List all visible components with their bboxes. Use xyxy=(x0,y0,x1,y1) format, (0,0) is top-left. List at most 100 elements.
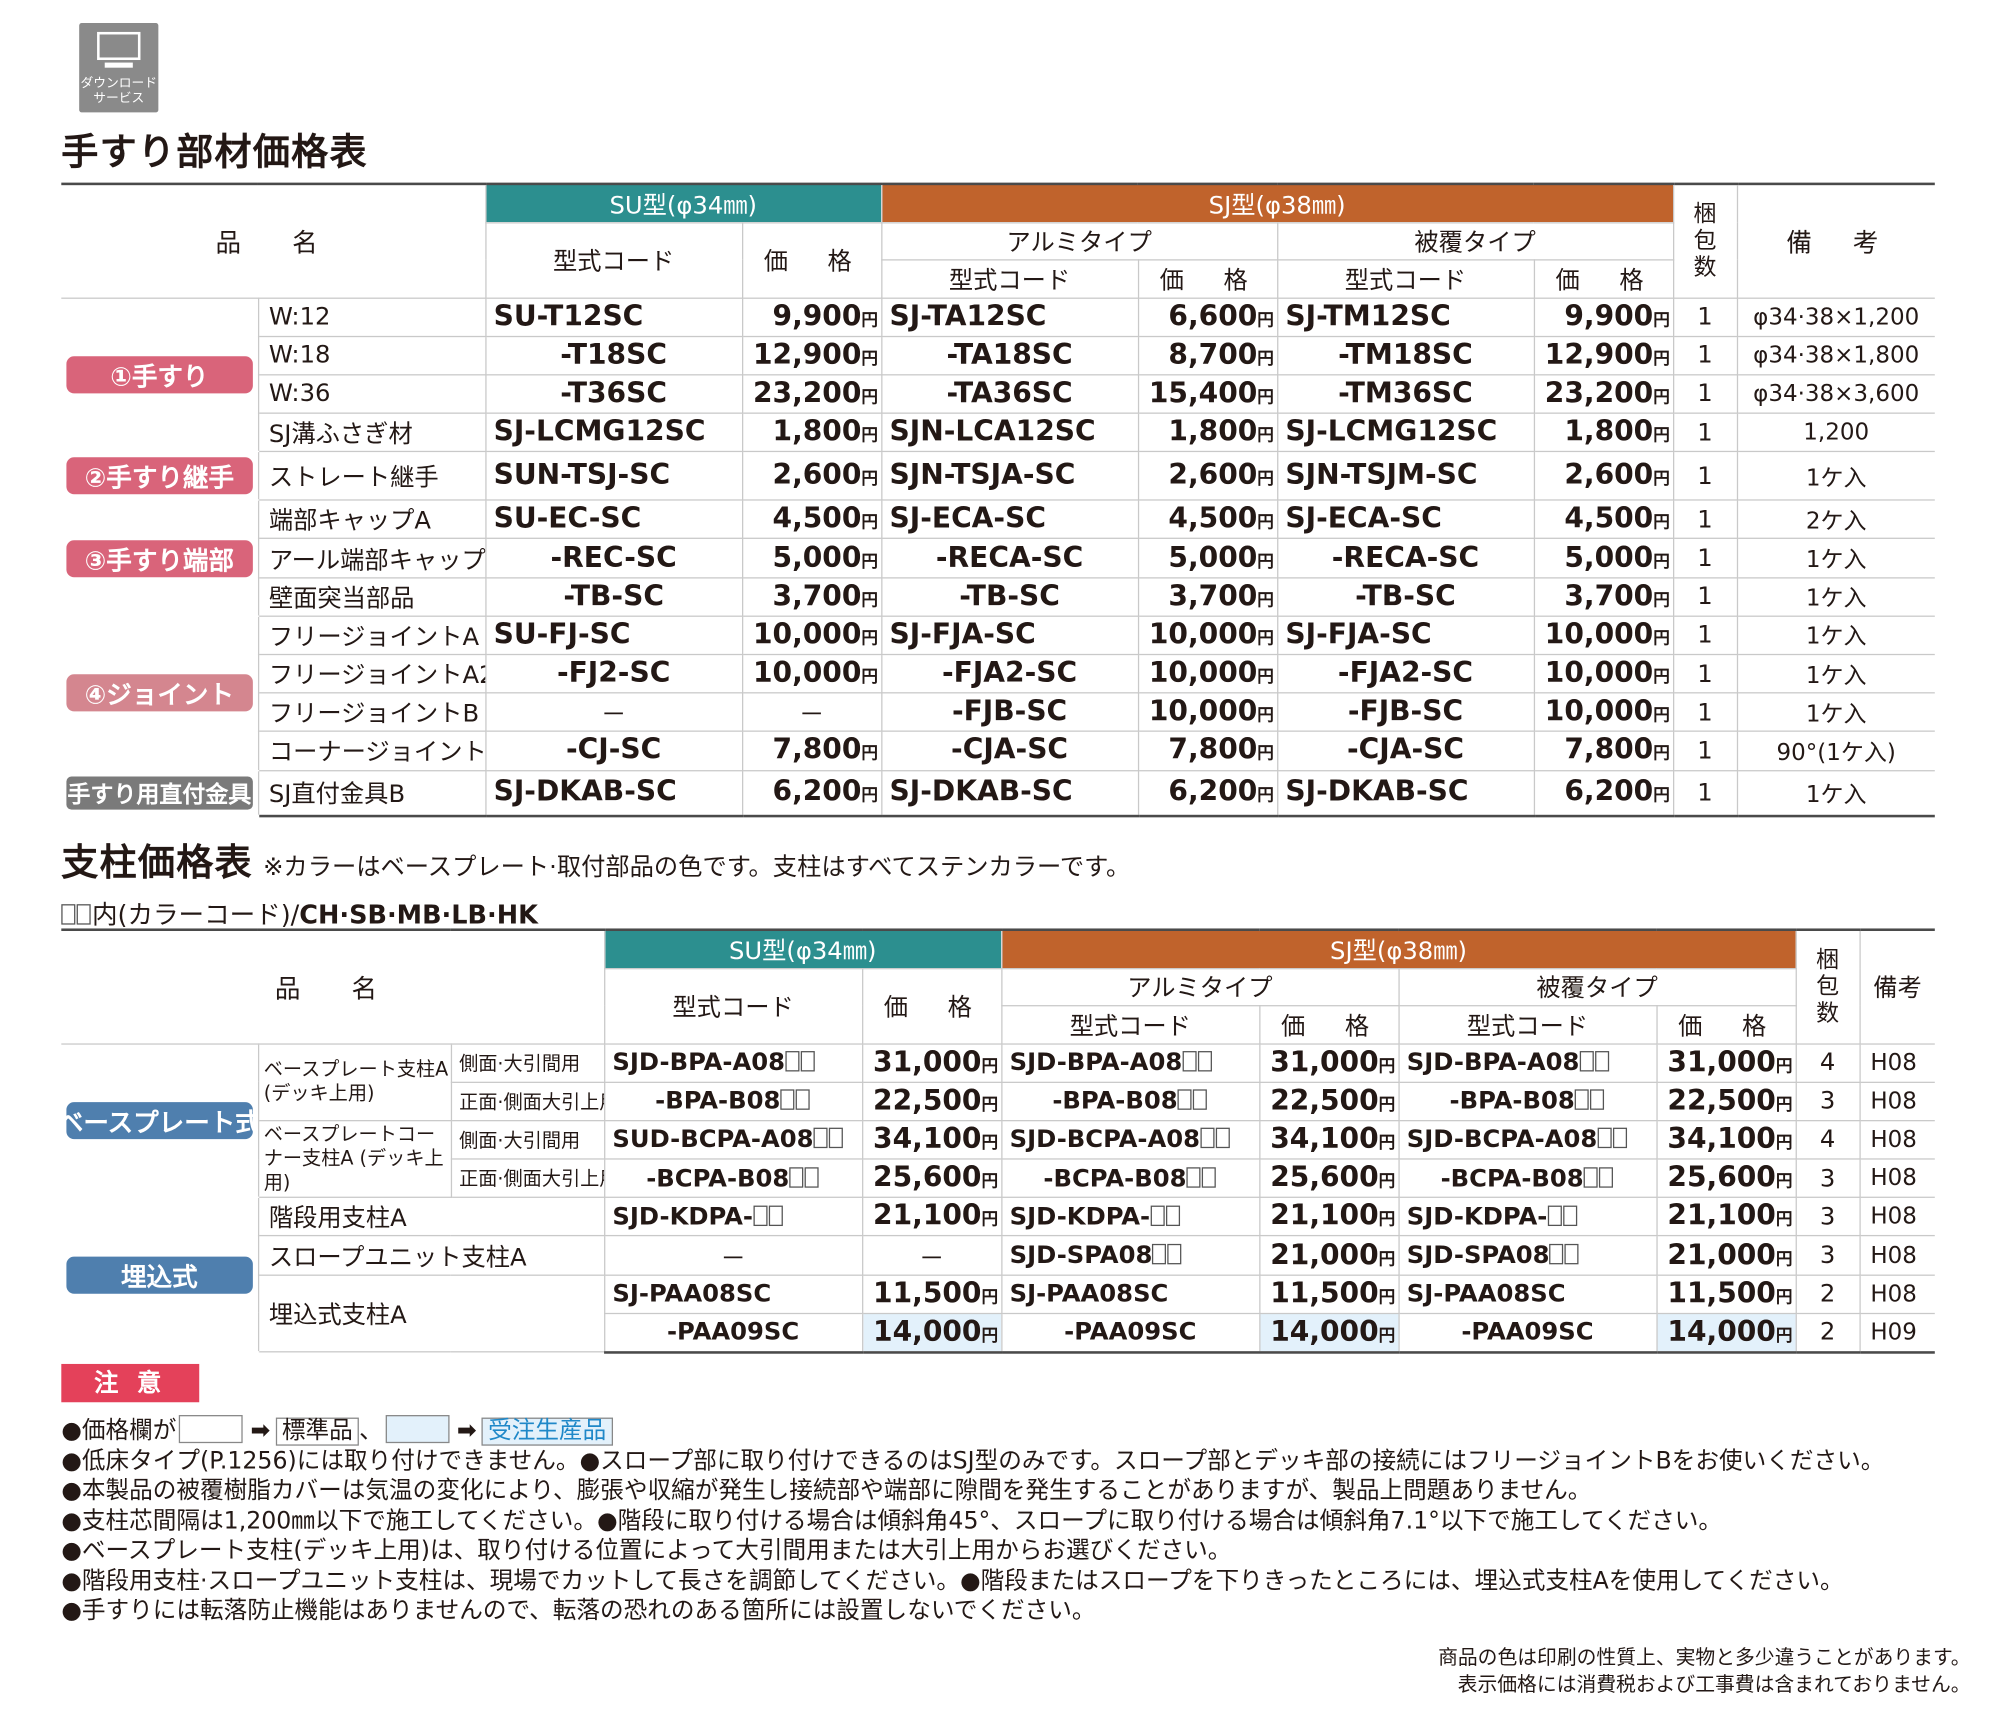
yen-unit: 円 xyxy=(1653,590,1670,611)
post-header-su-price: 価 格 xyxy=(861,967,1002,1045)
item-name: ベースプレート支柱A (デッキ上用) xyxy=(257,1042,452,1122)
price-value: 22,500 xyxy=(1270,1085,1379,1118)
post-header-hf-code: 型式コード xyxy=(1397,1004,1658,1045)
price-value: 34,100 xyxy=(1270,1123,1379,1156)
item-name: W:18 xyxy=(257,335,486,376)
item-name: コーナージョイントA xyxy=(257,730,486,771)
model-code: -FJ2-SC xyxy=(484,653,743,694)
yen-unit: 円 xyxy=(1775,1172,1793,1192)
yen-unit: 円 xyxy=(981,1288,999,1308)
category-cell: ①手すり xyxy=(61,296,259,453)
model-code: SJ-ECA-SC xyxy=(880,499,1139,540)
model-code: -CJA-SC xyxy=(880,730,1139,771)
price-value: 9,900 xyxy=(772,300,862,333)
remarks: 1ケ入 xyxy=(1736,538,1935,579)
pack-count: 1 xyxy=(1672,769,1738,817)
model-code-text: -BPA-B08 xyxy=(655,1087,781,1116)
pack-count: 2 xyxy=(1795,1312,1861,1354)
remarks: H08 xyxy=(1858,1042,1935,1083)
color-box-icon xyxy=(785,1051,800,1072)
color-box-icon xyxy=(800,1051,815,1072)
price-value: 15,400 xyxy=(1148,377,1258,410)
price: 3,700円 xyxy=(1533,576,1674,617)
model-code: SJD-BPA-A08 xyxy=(1000,1042,1260,1083)
model-code: SJ-DKAB-SC xyxy=(484,769,743,817)
price: 12,900円 xyxy=(1533,335,1674,376)
model-code: -FJA2-SC xyxy=(880,653,1139,694)
model-code: SJD-SPA08 xyxy=(1000,1235,1260,1276)
model-code-text: SJD-BCPA-A08 xyxy=(1406,1125,1598,1154)
price: 11,500円 xyxy=(861,1274,1002,1314)
price-value: 5,000 xyxy=(1168,542,1258,575)
price-value: 1,800 xyxy=(1564,416,1654,449)
model-code-text: -BPA-B08 xyxy=(1052,1087,1178,1116)
price: 6,200円 xyxy=(1533,769,1674,817)
color-code-prefix: 内(カラーコード)/ xyxy=(91,899,300,930)
price-value: 10,000 xyxy=(1148,619,1258,652)
model-code: -TB-SC xyxy=(880,576,1139,617)
model-code: SJD-BCPA-A08 xyxy=(1000,1119,1260,1160)
category-cell: ベースプレート式 xyxy=(61,1042,259,1199)
yen-unit: 円 xyxy=(981,1211,999,1231)
price-value: 22,500 xyxy=(873,1085,982,1118)
model-code: -RECA-SC xyxy=(1276,538,1535,579)
model-code-text: SJ-PAA08SC xyxy=(1009,1279,1169,1309)
yen-unit: 円 xyxy=(1775,1056,1793,1077)
price: 21,100円 xyxy=(1655,1196,1797,1237)
post-header-remarks: 備考 xyxy=(1858,928,1935,1045)
price-value: 4,500 xyxy=(772,503,862,536)
category-cell: ②手すり継手 xyxy=(61,451,259,501)
download-service-icon[interactable]: ダウンロード サービス xyxy=(79,22,159,113)
price-value: 5,000 xyxy=(772,542,862,575)
model-code-text: -PAA09SC xyxy=(666,1318,800,1347)
price-value: 6,200 xyxy=(772,776,862,809)
color-box-icon xyxy=(1549,1243,1564,1265)
table-row: アール端部キャップA -REC-SC 5,000円 -RECA-SC 5,000円 -RE… xyxy=(61,538,1935,579)
yen-unit: 円 xyxy=(1257,388,1274,408)
price: 34,100円 xyxy=(1655,1119,1797,1160)
model-code: -BCPA-B08 xyxy=(603,1158,863,1199)
header-su-type: SU型(φ34㎜) xyxy=(484,182,882,223)
price: 10,000円 xyxy=(1137,692,1278,733)
header-hf-price: 価 格 xyxy=(1533,258,1674,299)
table-row: 埋込式 階段用支柱A SJD-KDPA- 21,100円 SJD-KDPA- 21,100… xyxy=(61,1196,1935,1353)
model-code: SJ-PAA08SC xyxy=(1000,1274,1260,1314)
model-code-text: SJD-BPA-A08 xyxy=(1009,1048,1183,1077)
model-code: -TB-SC xyxy=(484,576,743,617)
yen-unit: 円 xyxy=(1257,311,1274,331)
table-row: ④ジョイント フリージョイントA SU-FJ-SC 10,000円 SJ-FJA-SC 1… xyxy=(61,615,1935,771)
yen-unit: 円 xyxy=(1653,786,1670,806)
remarks: 1ケ入 xyxy=(1736,576,1935,617)
price: 3,700円 xyxy=(741,576,882,617)
post-header-pack-count: 梱包数 xyxy=(1795,928,1861,1045)
price-value: 10,000 xyxy=(1148,657,1258,690)
remarks: 1ケ入 xyxy=(1736,451,1935,501)
pack-count: 1 xyxy=(1672,451,1738,501)
price-value: 9,900 xyxy=(1564,300,1654,333)
remarks: 1,200 xyxy=(1736,412,1935,453)
model-code: -CJ-SC xyxy=(484,730,743,771)
model-code-text: SJD-SPA08 xyxy=(1406,1241,1550,1270)
remarks: H08 xyxy=(1858,1081,1935,1122)
model-code: SJN-TSJA-SC xyxy=(880,451,1139,501)
price-value: 25,600 xyxy=(873,1162,982,1195)
color-box-icon xyxy=(813,1128,828,1149)
yen-unit: 円 xyxy=(861,668,879,688)
header-hifuku-type: 被覆タイプ xyxy=(1276,221,1674,260)
model-code: SJN-LCA12SC xyxy=(880,412,1139,453)
item-name: フリージョイントB xyxy=(257,692,486,733)
yen-unit: 円 xyxy=(1378,1211,1396,1231)
yen-unit: 円 xyxy=(1378,1288,1396,1308)
color-box-icon xyxy=(61,904,76,925)
category-label: 埋込式 xyxy=(66,1256,253,1294)
model-code: SJ-DKAB-SC xyxy=(1276,769,1535,817)
price-value: 3,700 xyxy=(1564,580,1654,613)
legend-order: 受注生産品 xyxy=(481,1417,613,1446)
yen-unit: 円 xyxy=(861,745,879,765)
price-value: 12,900 xyxy=(1544,339,1654,372)
color-box-icon xyxy=(1583,1166,1598,1188)
footer-note: 商品の色は印刷の性質上、実物と多少違うことがあります。 xyxy=(1438,1646,1971,1670)
color-box-icon xyxy=(1192,1089,1207,1111)
remarks: 1ケ入 xyxy=(1736,692,1935,733)
